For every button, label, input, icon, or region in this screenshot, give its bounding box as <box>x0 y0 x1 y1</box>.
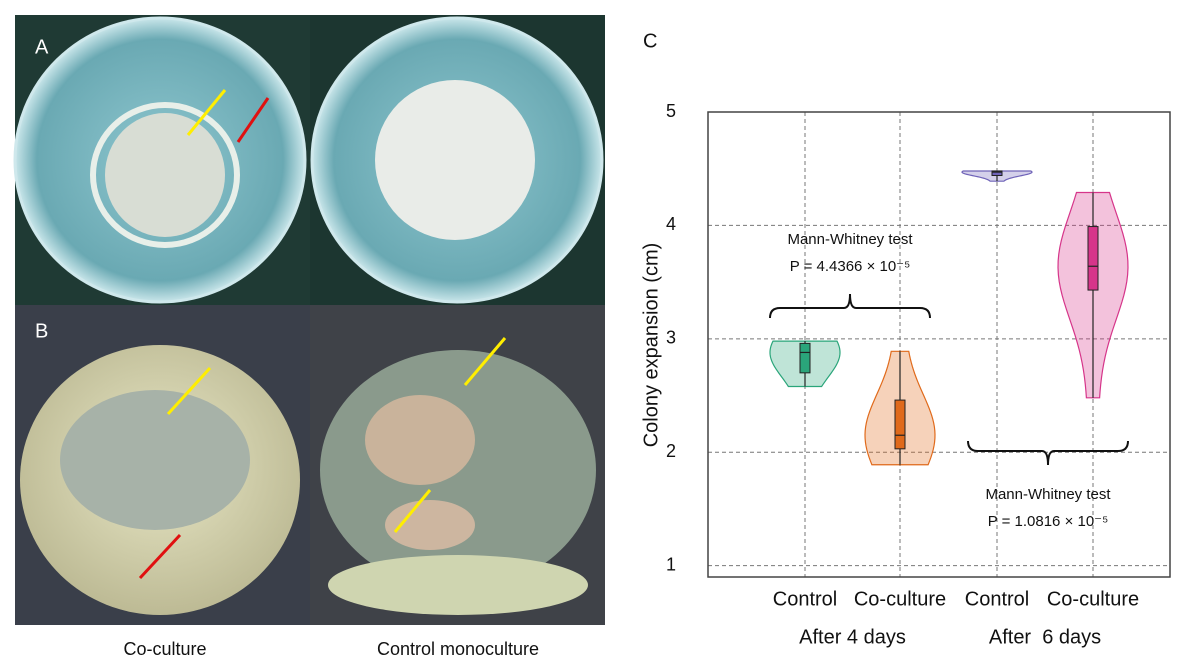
y-axis-label: Colony expansion (cm) <box>640 243 662 448</box>
photo-b <box>15 305 605 625</box>
box <box>894 399 906 450</box>
y-tick-label: 3 <box>666 328 676 348</box>
bracket <box>967 440 1129 466</box>
panel-label: A <box>35 36 49 58</box>
y-tick-label: 5 <box>666 101 676 121</box>
photo-a <box>13 15 605 305</box>
caption: Control monoculture <box>377 639 539 659</box>
annotation-test: Mann-Whitney test <box>985 486 1111 503</box>
bracket <box>769 293 931 319</box>
y-tick-label: 4 <box>666 214 676 234</box>
plot-frame <box>707 111 1171 578</box>
y-tick-label: 2 <box>666 441 676 461</box>
box <box>799 342 811 374</box>
annotation-p: P = 4.4366 × 10⁻⁵ <box>790 258 911 275</box>
x-tick-label: Control <box>773 588 837 610</box>
x-tick-label: Control <box>965 588 1029 610</box>
panel-label: B <box>35 320 48 342</box>
x-tick-label: Co-culture <box>1047 588 1139 610</box>
panel-label: C <box>643 30 657 52</box>
y-tick-label: 1 <box>666 554 676 574</box>
group-label: After 4 days <box>799 626 906 648</box>
annotation-test: Mann-Whitney test <box>787 231 913 248</box>
box <box>991 170 1003 177</box>
box <box>1087 226 1099 291</box>
x-tick-label: Co-culture <box>854 588 946 610</box>
group-label: After 6 days <box>989 626 1101 648</box>
annotation-p: P = 1.0816 × 10⁻⁵ <box>988 513 1109 530</box>
caption: Co-culture <box>123 639 206 659</box>
